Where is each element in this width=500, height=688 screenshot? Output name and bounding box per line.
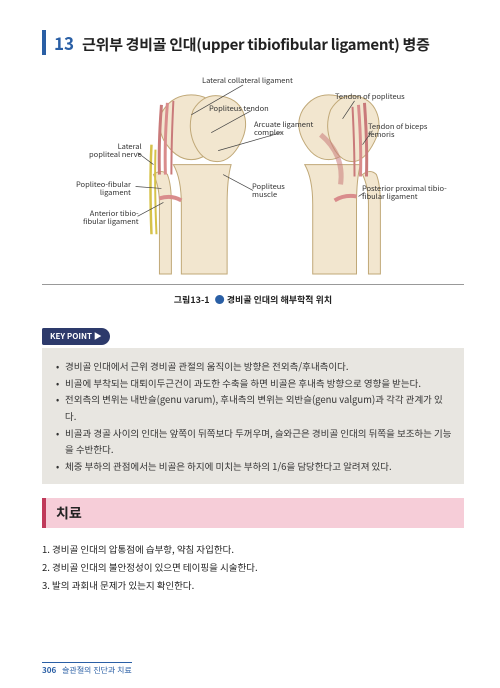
figure-caption: 그림13-1 ● 경비골 인대의 해부학적 위치 — [42, 291, 464, 306]
label-pop-tendon: Popliteus tendon — [209, 105, 269, 113]
label-lcl: Lateral collateral ligament — [202, 77, 293, 85]
label-ant-tibfib: Anterior tibio- fibular ligament — [83, 210, 139, 227]
figure-caption-text: 경비골 인대의 해부학적 위치 — [227, 293, 333, 306]
chapter-heading: 13 근위부 경비골 인대(upper tibiofibular ligamen… — [42, 30, 464, 55]
keypoint-tag: KEY POINT ▶ — [42, 328, 110, 345]
chapter-number: 13 — [54, 30, 74, 55]
keypoint-item: 경비골 인대에서 근위 경비골 관절의 움직이는 방향은 전외측/후내측이다. — [56, 358, 452, 375]
label-tendon-popliteus: Tendon of popliteus — [335, 93, 405, 101]
treatment-heading: 치료 — [42, 498, 464, 528]
keypoint-item: 체중 부하의 관점에서는 비골은 하지에 미치는 부하의 1/6을 담당한다고 … — [56, 458, 452, 475]
treatment-item: 1. 경비골 인대의 압통점에 습부항, 약침 자입한다. — [42, 540, 464, 558]
treatment-item: 2. 경비골 인대의 불안정성이 있으면 테이핑을 시술한다. — [42, 558, 464, 576]
keypoint-box: 경비골 인대에서 근위 경비골 관절의 움직이는 방향은 전외측/후내측이다. … — [42, 348, 464, 484]
label-popliteo-fibular: Popliteo-fibular ligament — [76, 181, 131, 198]
label-pop-muscle: Popliteus muscle — [252, 183, 285, 200]
footer-text: 슬관절의 진단과 치료 — [62, 665, 132, 676]
label-lat-pop-nerve: Lateral popliteal nerve — [89, 143, 142, 160]
label-post-prox: Posterior proximal tibio- fibular ligame… — [362, 185, 447, 202]
chapter-title: 근위부 경비골 인대(upper tibiofibular ligament) … — [82, 34, 430, 55]
keypoint-item: 비골에 부착되는 대퇴이두근건이 과도한 수축을 하면 비골은 후내측 방향으로… — [56, 375, 452, 392]
page-number: 306 — [42, 665, 56, 676]
bullet-icon: ● — [215, 291, 225, 306]
anatomical-figure: Lateral collateral ligament Popliteus te… — [42, 75, 464, 285]
label-tendon-biceps: Tendon of biceps femoris — [368, 123, 427, 140]
figure-number: 그림13-1 — [174, 293, 210, 306]
treatment-list: 1. 경비골 인대의 압통점에 습부항, 약침 자입한다. 2. 경비골 인대의… — [42, 540, 464, 594]
page-footer: 306 슬관절의 진단과 치료 — [42, 662, 132, 676]
label-arcuate: Arcuate ligament complex — [254, 121, 313, 138]
treatment-item: 3. 발의 과회내 문제가 있는지 확인한다. — [42, 576, 464, 594]
keypoint-item: 비골과 경골 사이의 인대는 앞쪽이 뒤쪽보다 두꺼우며, 슬와근은 경비골 인… — [56, 425, 452, 458]
keypoint-item: 전외측의 변위는 내반슬(genu varum), 후내측의 변위는 외반슬(g… — [56, 391, 452, 424]
